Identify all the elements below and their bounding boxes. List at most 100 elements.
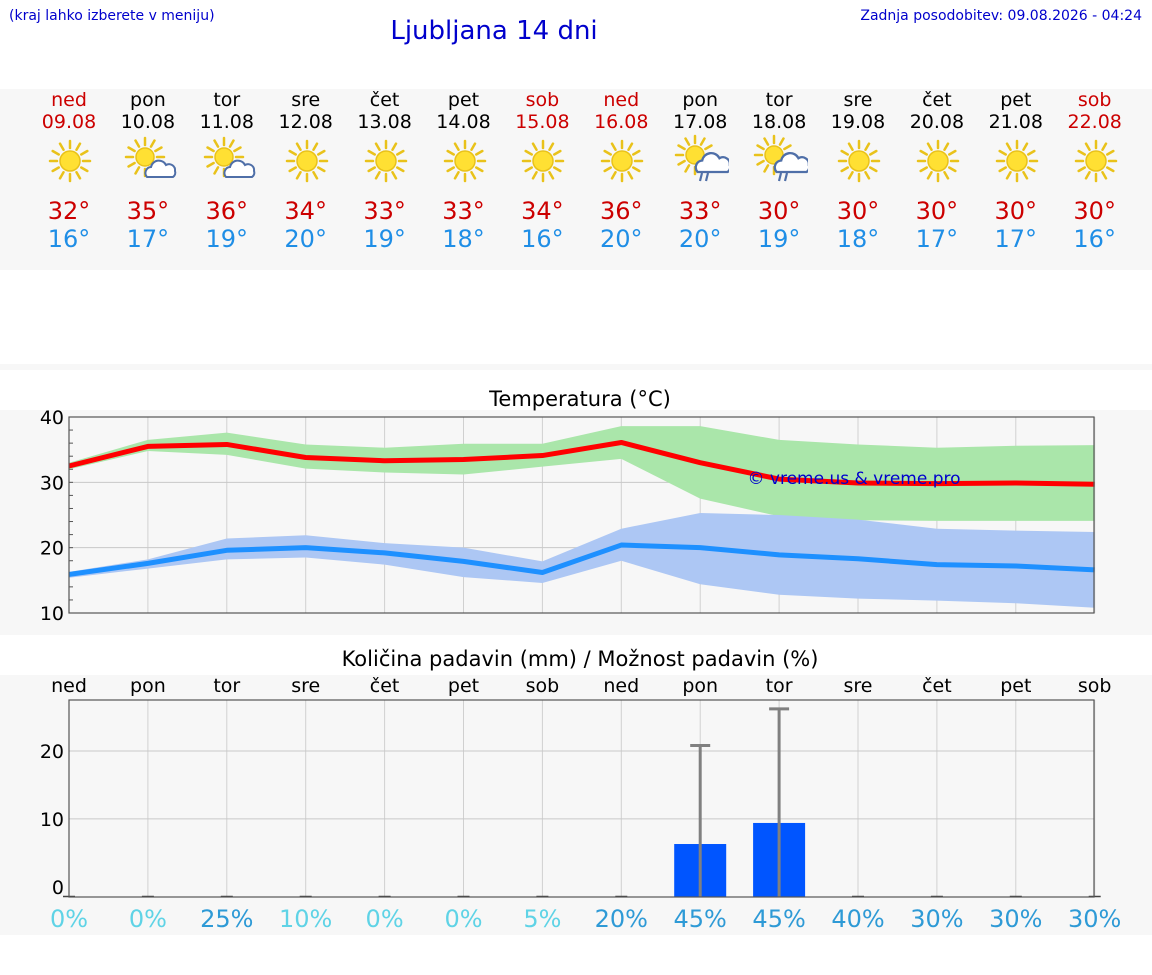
precip-probability-label: 45% xyxy=(752,905,805,933)
temp-y-tick-label: 10 xyxy=(40,603,64,625)
precip-probability-label: 0% xyxy=(366,905,404,933)
precip-probability-label: 30% xyxy=(1068,905,1121,933)
max-temperature: 36° xyxy=(600,197,643,225)
temperature-chart: 10 20 30 40 © vreme.us & vreme.pro xyxy=(40,410,1096,625)
max-temperature: 30° xyxy=(757,197,801,225)
forecast-day: tor 11.08 36° 19° xyxy=(187,89,267,270)
precip-x-category-label: pet xyxy=(1000,675,1031,697)
max-temperature-band xyxy=(69,426,1095,521)
precip-probability-label: 30% xyxy=(989,905,1042,933)
day-date: 19.08 xyxy=(830,111,886,133)
temp-y-tick-label: 20 xyxy=(40,538,64,560)
precip-probability-label: 20% xyxy=(595,905,648,933)
min-temperature: 20° xyxy=(678,225,722,253)
max-temperature: 32° xyxy=(47,197,91,225)
page-title: Ljubljana 14 dni xyxy=(390,16,598,46)
day-date: 17.08 xyxy=(672,111,728,133)
min-temperature: 19° xyxy=(757,225,801,253)
day-name: sre xyxy=(291,89,321,111)
max-temperature: 34° xyxy=(284,197,327,225)
day-name: ned xyxy=(603,89,640,111)
forecast-day: pet 14.08 33° 18° xyxy=(424,89,504,270)
min-temperature-line xyxy=(68,542,1095,577)
sun-rain-icon xyxy=(753,134,809,182)
day-name: sob xyxy=(525,89,560,111)
max-temperature: 30° xyxy=(836,197,880,225)
min-temperature: 19° xyxy=(205,225,249,253)
max-temperature: 36° xyxy=(205,197,249,225)
precip-x-category-label: sob xyxy=(1078,675,1112,697)
precipitation-chart: ned pon tor sre čet pet sob ned pon tor sre čet pet s… xyxy=(40,675,1122,933)
location-hint: (kraj lahko izberete v meniju) xyxy=(9,8,215,24)
day-name: pon xyxy=(130,89,166,111)
day-name: čet xyxy=(922,89,952,111)
precip-x-category-label: pon xyxy=(682,675,718,697)
day-date: 12.08 xyxy=(278,111,333,133)
min-temperature: 17° xyxy=(126,225,170,253)
day-date: 09.08 xyxy=(41,111,97,133)
forecast-day: sob 22.08 30° 16° xyxy=(1055,89,1135,270)
day-name: pet xyxy=(1000,89,1032,111)
day-date: 20.08 xyxy=(909,111,965,133)
day-name: pet xyxy=(447,89,480,111)
day-name: sre xyxy=(843,89,873,111)
max-temperature: 34° xyxy=(521,197,564,225)
temp-y-tick-label: 40 xyxy=(40,410,64,429)
forecast-days-panel: ned 09.08 32° 16° pon 10.08 35° 17° tor 11.08 36° 1… xyxy=(0,89,1152,270)
precip-x-category-label: sre xyxy=(844,675,873,697)
forecast-day: pon 17.08 33° 20° xyxy=(660,89,740,270)
day-name: pon xyxy=(682,89,719,111)
precip-y-tick-label: 10 xyxy=(40,809,64,831)
precip-x-category-label: ned xyxy=(51,675,87,697)
separator-panel xyxy=(0,364,1152,370)
precip-probability-label: 5% xyxy=(523,905,561,933)
precip-x-category-label: sob xyxy=(526,675,560,697)
sun-icon xyxy=(364,139,407,183)
sun-icon xyxy=(601,139,644,183)
max-temperature: 33° xyxy=(442,197,485,225)
min-temperature: 18° xyxy=(836,225,880,253)
min-temperature: 17° xyxy=(915,225,959,253)
temp-plot-frame xyxy=(68,416,1095,614)
precip-x-category-label: ned xyxy=(603,675,639,697)
forecast-day: tor 18.08 30° 19° xyxy=(739,89,819,270)
sun-cloud-icon xyxy=(203,136,256,178)
day-date: 14.08 xyxy=(436,111,491,133)
sun-icon xyxy=(48,139,92,183)
precip-probability-label: 25% xyxy=(200,905,253,933)
day-date: 10.08 xyxy=(120,111,176,133)
forecast-day: sre 19.08 30° 18° xyxy=(818,89,898,270)
min-temperature: 16° xyxy=(521,225,564,253)
min-temperature: 18° xyxy=(442,225,485,253)
precip-x-category-label: tor xyxy=(213,675,240,697)
last-updated: Zadnja posodobitev: 09.08.2026 - 04:24 xyxy=(860,8,1142,24)
sun-icon xyxy=(995,139,1039,183)
sun-rain-icon xyxy=(674,134,730,182)
day-date: 15.08 xyxy=(515,111,570,133)
forecast-day: pet 21.08 30° 17° xyxy=(976,89,1056,270)
day-date: 21.08 xyxy=(988,111,1043,133)
day-name: čet xyxy=(369,89,400,111)
sun-icon xyxy=(443,139,486,183)
day-date: 11.08 xyxy=(199,111,254,133)
precip-x-category-label: sre xyxy=(291,675,320,697)
day-name: tor xyxy=(213,89,241,111)
min-temperature: 16° xyxy=(1073,225,1116,253)
max-temperature: 33° xyxy=(363,197,406,225)
sun-cloud-icon xyxy=(124,136,177,178)
min-temperature: 20° xyxy=(284,225,327,253)
day-date: 18.08 xyxy=(751,111,807,133)
precip-probability-label: 45% xyxy=(674,905,727,933)
day-name: sob xyxy=(1077,89,1112,111)
precip-x-category-label: čet xyxy=(922,675,952,697)
max-temperature: 30° xyxy=(915,197,959,225)
precip-y-tick-label: 20 xyxy=(40,741,64,763)
max-temperature-line xyxy=(68,439,1095,487)
sun-icon xyxy=(1074,139,1117,183)
forecast-day: sre 12.08 34° 20° xyxy=(266,89,346,270)
temperature-chart-title: Temperatura (°C) xyxy=(489,387,671,411)
watermark: © vreme.us & vreme.pro xyxy=(747,469,960,489)
precip-probability-label: 40% xyxy=(831,905,884,933)
sun-icon xyxy=(916,139,960,183)
precip-x-category-label: čet xyxy=(370,675,400,697)
